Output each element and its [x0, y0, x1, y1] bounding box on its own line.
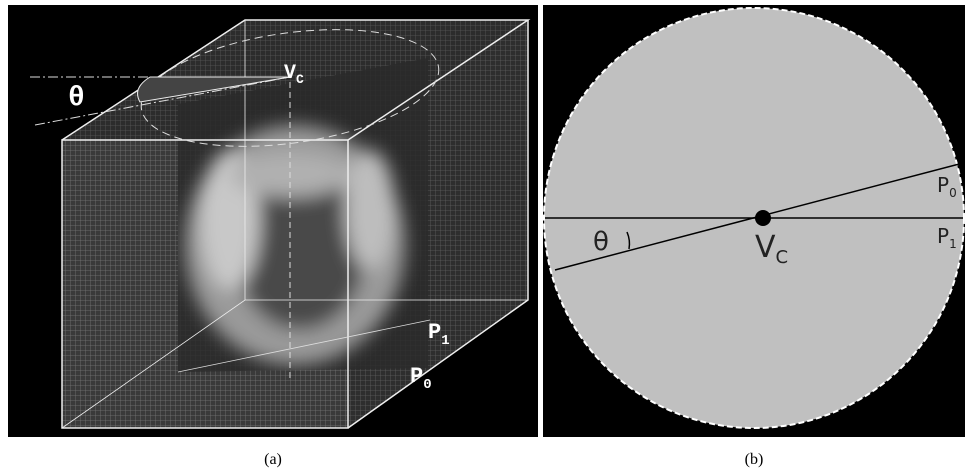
caption: (b) [745, 451, 764, 468]
label-sub: 1 [441, 333, 449, 349]
label-sub: C [296, 72, 304, 87]
label-sub: 0 [949, 186, 957, 200]
theta-label: θ [593, 227, 609, 257]
label-main: V [284, 62, 296, 85]
panel-b: θ VC P0 P1 (b) [543, 5, 965, 468]
figure: θ VC P1 P0 (a) θ VC P0 P1 (b) [0, 0, 965, 474]
label-sub: C [776, 247, 789, 268]
label-main: P [428, 320, 441, 345]
panel-a: θ VC P1 P0 (a) [8, 5, 538, 468]
label-sub: 0 [423, 377, 431, 393]
label-sub: 1 [949, 237, 957, 251]
caption: (a) [264, 451, 282, 468]
label-main: P [937, 224, 949, 248]
label-main: V [755, 230, 776, 265]
theta-label: θ [68, 83, 85, 114]
ultrasound-image [185, 125, 405, 365]
label-main: P [410, 364, 423, 389]
center-point [755, 210, 771, 226]
label-main: P [937, 173, 949, 197]
